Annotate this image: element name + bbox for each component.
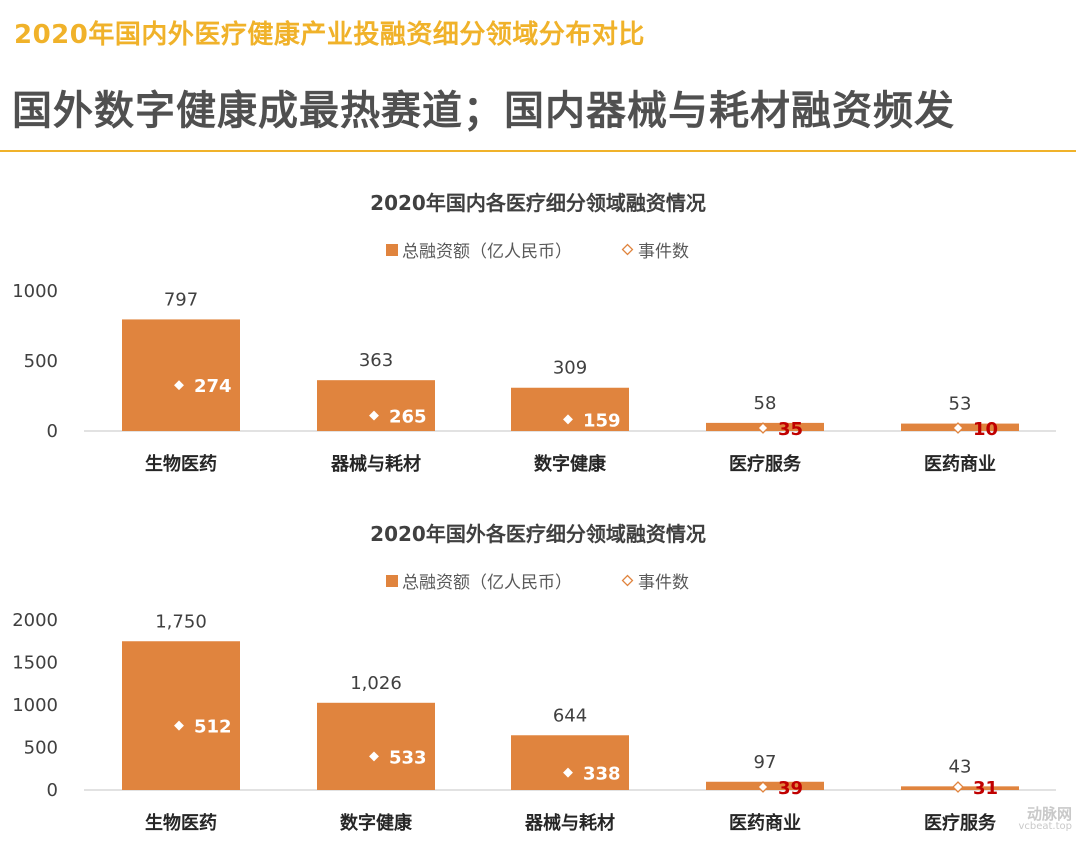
chart-legend: 总融资额（亿人民币） 事件数	[386, 242, 689, 262]
bar-total-financing	[511, 735, 629, 790]
bar-value-label: 797	[164, 289, 198, 310]
event-count-label: 274	[194, 376, 232, 397]
kicker-title: 2020年国内外医疗健康产业投融资细分领域分布对比	[14, 20, 645, 50]
event-count-label: 338	[583, 764, 621, 785]
x-category-label: 数字健康	[534, 453, 607, 475]
bar-value-label: 644	[553, 705, 587, 726]
event-count-label: 39	[778, 778, 803, 799]
event-count-marker	[952, 781, 964, 793]
chart-title: 2020年国外各医疗细分领域融资情况	[370, 522, 706, 546]
x-axis: 生物医药 数字健康 器械与耗材 医药商业 医疗服务	[145, 812, 997, 834]
x-category-label: 器械与耗材	[330, 453, 421, 475]
x-category-label: 生物医药	[145, 812, 217, 834]
bar-value-label: 1,750	[155, 611, 207, 632]
x-category-label: 医药商业	[924, 453, 996, 475]
event-count-label: 10	[973, 419, 998, 440]
y-tick-label: 0	[47, 780, 58, 801]
event-count-label: 533	[389, 747, 427, 768]
legend-bar-swatch	[386, 244, 398, 256]
x-category-label: 器械与耗材	[524, 812, 615, 834]
event-count-label: 35	[778, 419, 803, 440]
watermark-url: vcbeat.top	[1018, 821, 1072, 832]
x-category-label: 医疗服务	[729, 453, 802, 475]
bar-total-financing	[122, 641, 240, 790]
event-count-marker	[757, 781, 769, 793]
legend-bar-label: 总融资额（亿人民币）	[402, 242, 572, 262]
bar-value-label: 43	[949, 756, 972, 777]
watermark-logo: 动脉网	[1026, 805, 1072, 823]
legend-marker-label: 事件数	[638, 242, 689, 262]
x-axis: 生物医药 器械与耗材 数字健康 医疗服务 医药商业	[145, 453, 996, 475]
bar-total-financing	[511, 387, 629, 431]
bar-value-label: 53	[949, 394, 972, 415]
event-count-label: 31	[973, 778, 998, 799]
x-category-label: 数字健康	[340, 812, 413, 834]
event-count-marker	[563, 414, 573, 425]
bar-value-label: 97	[754, 752, 777, 773]
event-count-marker	[174, 380, 184, 391]
x-category-label: 医药商业	[729, 812, 801, 834]
legend-marker-label: 事件数	[638, 573, 689, 593]
bar-value-label: 1,026	[350, 673, 402, 694]
y-tick-label: 2000	[12, 610, 58, 631]
event-count-marker	[952, 422, 964, 434]
watermark: 动脉网 vcbeat.top	[1018, 807, 1072, 832]
event-count-label: 512	[194, 717, 232, 738]
domestic-financing-chart: 2020年国内各医疗细分领域融资情况 总融资额（亿人民币） 事件数 0 500 10…	[12, 191, 1056, 475]
legend-marker-swatch	[621, 243, 634, 256]
bar-total-financing	[317, 380, 435, 431]
page-headline: 国外数字健康成最热赛道；国内器械与耗材融资频发	[12, 88, 955, 134]
y-axis: 0 500 1000 1500 2000	[12, 610, 58, 801]
y-tick-label: 1500	[12, 653, 58, 674]
event-count-label: 265	[389, 407, 427, 428]
foreign-financing-chart: 2020年国外各医疗细分领域融资情况 总融资额（亿人民币） 事件数 0 500 10…	[12, 522, 1056, 834]
legend-bar-label: 总融资额（亿人民币）	[402, 573, 572, 593]
y-tick-label: 1000	[12, 695, 58, 716]
y-axis: 0 500 1000	[12, 281, 58, 442]
event-count-marker	[563, 767, 573, 778]
y-tick-label: 0	[47, 421, 58, 442]
bar-value-label: 58	[754, 393, 777, 414]
x-category-label: 医疗服务	[924, 812, 997, 834]
legend-bar-swatch	[386, 575, 398, 587]
y-tick-label: 500	[24, 738, 58, 759]
event-count-marker	[757, 422, 769, 434]
bar-total-financing	[317, 702, 435, 790]
header-divider	[0, 150, 1076, 152]
bar-value-label: 363	[359, 350, 393, 371]
chart-title: 2020年国内各医疗细分领域融资情况	[370, 191, 706, 215]
y-tick-label: 500	[24, 351, 58, 372]
event-count-marker	[174, 720, 184, 731]
legend-marker-swatch	[621, 574, 634, 587]
y-tick-label: 1000	[12, 281, 58, 302]
bar-total-financing	[122, 319, 240, 431]
x-category-label: 生物医药	[145, 453, 217, 475]
event-count-label: 159	[583, 410, 621, 431]
chart-legend: 总融资额（亿人民币） 事件数	[386, 573, 689, 593]
bar-value-label: 309	[553, 358, 587, 379]
